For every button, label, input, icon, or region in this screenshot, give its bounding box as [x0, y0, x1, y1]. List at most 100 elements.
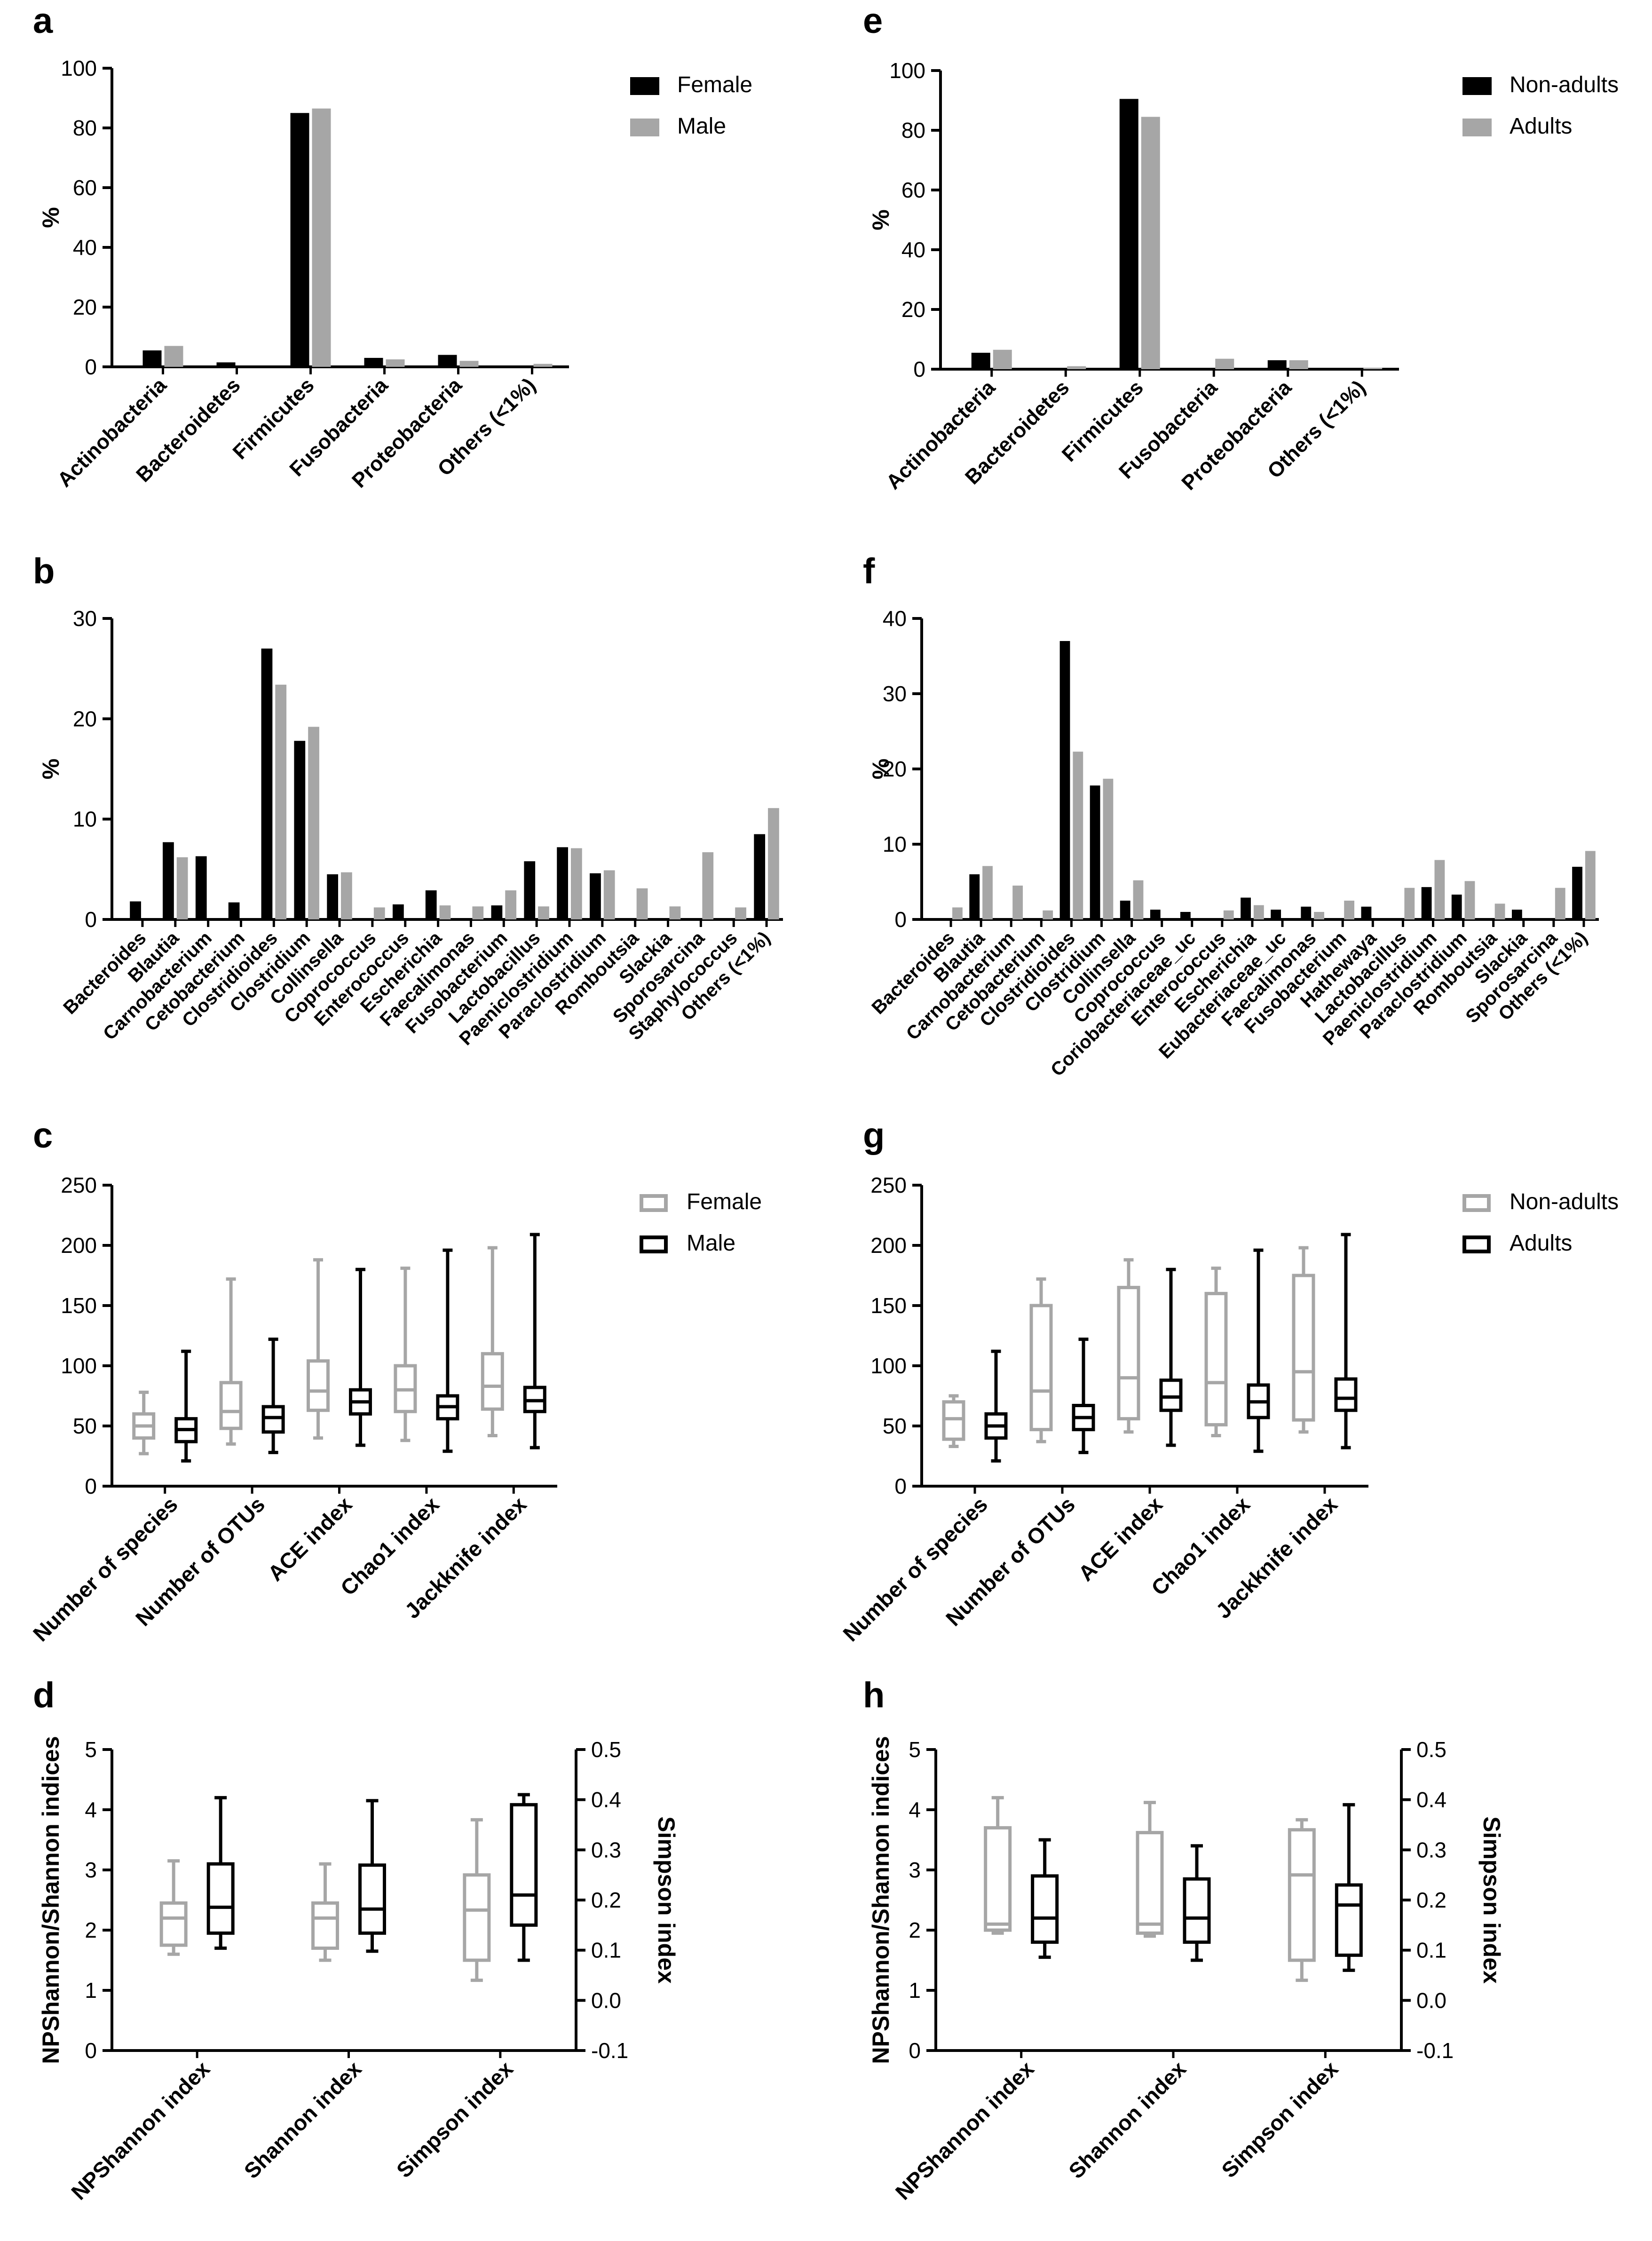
y-tick-label: 200 — [61, 1233, 97, 1258]
box-adults — [1072, 1338, 1095, 1454]
bar-adults — [1223, 910, 1234, 919]
y-tick-label: 100 — [870, 1354, 907, 1378]
box-non-adults — [942, 1394, 965, 1449]
box-adults — [1031, 1838, 1059, 1959]
legend-swatch — [1462, 77, 1492, 95]
y-axis-label: % — [868, 759, 894, 779]
panel-d: d 0 1 2 3 4 5 NPShannon/Shannon indices -0.1 0.0 0… — [33, 1675, 680, 2204]
bar-non-adults — [1301, 906, 1312, 919]
y-tick-label: 60 — [901, 178, 925, 202]
box-iqr — [261, 1405, 285, 1434]
y-tick-label: 40 — [73, 235, 97, 260]
bar-male — [735, 907, 746, 919]
bar-non-adults — [1180, 912, 1191, 919]
bar-adults — [993, 349, 1012, 369]
bar-adults — [1289, 360, 1308, 369]
bar-male — [472, 906, 484, 919]
bar-non-adults — [1361, 906, 1372, 919]
bar-male — [702, 852, 714, 919]
y-tick-label: 40 — [883, 606, 907, 631]
legend-label: Adults — [1510, 1231, 1572, 1256]
bar-adults — [1344, 901, 1355, 919]
bar-female — [228, 902, 240, 919]
bar-adults — [1253, 905, 1264, 919]
box-male — [436, 1248, 459, 1453]
bar-adults — [1314, 912, 1324, 919]
box-iqr — [1029, 1304, 1053, 1432]
y-axis-label: NPShannon/Shannon indices — [38, 1736, 64, 2064]
y-tick-label: 0 — [894, 1474, 907, 1498]
y-tick-label: 40 — [901, 238, 925, 262]
y-tick-label: 0 — [85, 2038, 97, 2063]
box-adults — [984, 1349, 1008, 1463]
y-tick-label: 150 — [870, 1293, 907, 1318]
y2-tick-label: 0.1 — [1416, 1938, 1446, 1963]
box-iqr — [942, 1400, 965, 1441]
panel-e: e020406080100%ActinobacteriaBacteroidete… — [863, 1, 1619, 495]
bar-adults — [1073, 752, 1083, 919]
box-iqr — [463, 1873, 491, 1962]
box-female — [159, 1859, 188, 1956]
category-label: Number of species — [28, 1492, 182, 1646]
box-male — [358, 1799, 386, 1953]
panel-f: f010203040%BacteroidesBlautiaCarnobacter… — [863, 551, 1599, 1080]
legend-label: Male — [677, 114, 726, 139]
y-tick-label: 30 — [883, 681, 907, 706]
box-iqr — [358, 1863, 386, 1935]
bar-male — [386, 359, 405, 367]
bar-female — [438, 355, 457, 367]
bar-adults — [1067, 366, 1086, 369]
legend-swatch — [640, 1235, 668, 1253]
bar-male — [636, 888, 648, 919]
bar-female — [754, 834, 766, 919]
bar-non-adults — [1451, 895, 1462, 919]
bar-non-adults — [1421, 887, 1432, 919]
legend-label: Non-adults — [1510, 1189, 1619, 1214]
bar-non-adults — [1059, 641, 1070, 919]
bar-female — [130, 901, 141, 919]
bar-male — [373, 907, 385, 919]
box-non-adults — [1204, 1267, 1228, 1437]
bar-adults — [1434, 860, 1445, 919]
y-tick-label: 80 — [901, 118, 925, 143]
bar-non-adults — [1511, 910, 1522, 919]
box-iqr — [1159, 1378, 1183, 1412]
box-male — [261, 1338, 285, 1454]
panel-label: f — [863, 551, 875, 591]
panel-label: e — [863, 1, 883, 41]
bar-adults — [1133, 880, 1144, 919]
y2-axis-label: Simpson index — [1478, 1816, 1505, 1984]
bar-adults — [1141, 117, 1160, 370]
y-tick-label: 100 — [889, 58, 925, 83]
y2-tick-label: 0.2 — [591, 1888, 621, 1912]
bar-male — [669, 906, 681, 919]
bar-male — [164, 346, 183, 367]
panel-label: h — [863, 1675, 885, 1715]
box-female — [311, 1862, 339, 1962]
box-non-adults — [1117, 1258, 1140, 1434]
bar-non-adults — [971, 353, 990, 369]
box-iqr — [311, 1901, 339, 1950]
y-tick-label: 20 — [73, 706, 97, 731]
bar-adults — [1012, 886, 1023, 919]
bar-male — [439, 905, 451, 919]
y-tick-label: 4 — [85, 1798, 97, 1822]
bar-adults — [1103, 778, 1114, 919]
bar-non-adults — [1090, 785, 1100, 919]
panel-label: c — [33, 1116, 53, 1156]
bar-non-adults — [1267, 360, 1287, 369]
box-iqr — [1335, 1883, 1363, 1957]
bar-female — [491, 905, 503, 919]
y-tick-label: 100 — [61, 1354, 97, 1378]
bar-non-adults — [1120, 901, 1130, 919]
box-non-adults — [1029, 1277, 1053, 1443]
box-female — [481, 1246, 504, 1437]
y-tick-label: 50 — [883, 1414, 907, 1438]
bar-female — [364, 357, 383, 367]
bar-female — [216, 362, 236, 367]
panel-label: d — [33, 1675, 55, 1715]
y-tick-label: 250 — [61, 1173, 97, 1197]
y-tick-label: 4 — [909, 1798, 921, 1822]
box-female — [307, 1258, 330, 1440]
y-tick-label: 5 — [909, 1737, 921, 1762]
